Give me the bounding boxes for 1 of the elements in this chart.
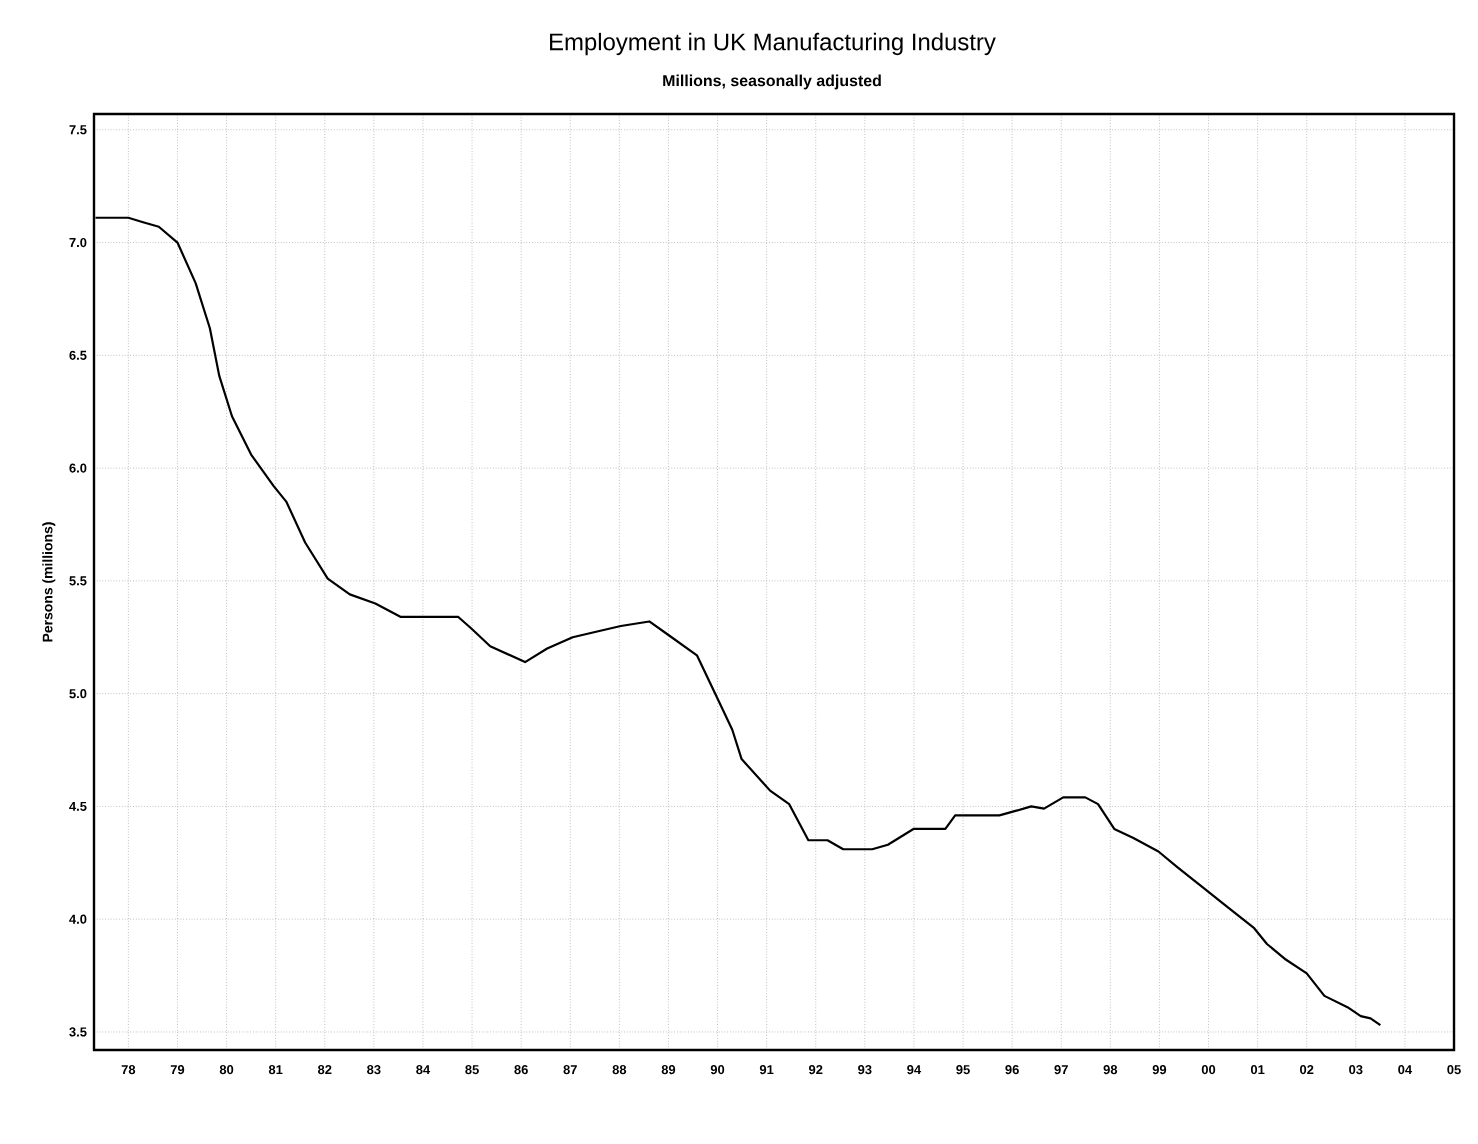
chart-title: Employment in UK Manufacturing Industry xyxy=(550,32,996,56)
